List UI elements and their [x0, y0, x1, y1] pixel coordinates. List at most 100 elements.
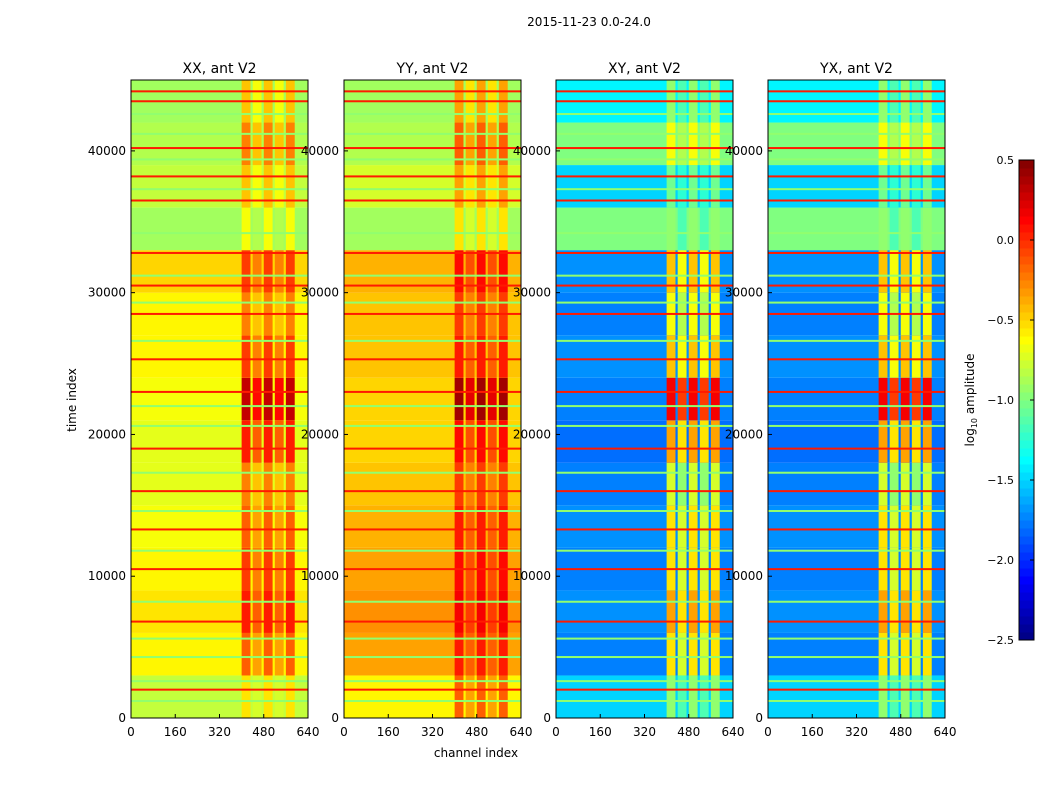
colorbar-segment [1019, 312, 1034, 321]
flag-line-red [556, 312, 733, 315]
flag-line-red [768, 147, 945, 150]
flag-line-red [131, 358, 308, 361]
heatmap-cell-rfi [889, 165, 899, 208]
colorbar-segment [1019, 528, 1034, 537]
heatmap-cell-rfi [922, 335, 932, 378]
colorbar-tick-label: 0.5 [997, 154, 1015, 167]
flag-line-green [131, 471, 308, 474]
colorbar-segment [1019, 336, 1034, 345]
heatmap-cell-rfi [677, 505, 687, 548]
colorbar-segment [1019, 352, 1034, 361]
heatmap-cell-rfi [900, 122, 910, 166]
heatmap-cell-rfi [241, 377, 251, 421]
colorbar-segment [1019, 216, 1034, 225]
flag-line-green [131, 510, 308, 513]
heatmap-cell-rfi [285, 377, 295, 421]
flag-line-green [768, 549, 945, 552]
flag-line-red [556, 528, 733, 531]
heatmap-cell-rfi [498, 462, 508, 506]
heatmap-cell-rfi [476, 505, 486, 548]
heatmap-cell-rfi [900, 420, 910, 463]
flag-line-green [344, 132, 521, 135]
flag-line-green [556, 113, 733, 116]
flag-line-green [344, 510, 521, 513]
heatmap-cell-rfi [666, 505, 676, 548]
heatmap-cell-rfi [454, 590, 464, 633]
heatmap-cell-rfi [498, 632, 508, 676]
flag-line-green [344, 158, 521, 161]
heatmap-cell-rfi [274, 675, 284, 718]
heatmap-cell-rfi [274, 165, 284, 208]
heatmap-cell-rfi [487, 165, 497, 208]
heatmap-cell-rfi [476, 420, 486, 463]
colorbar-segment [1019, 472, 1034, 481]
flag-line-green [556, 132, 733, 135]
colorbar-segment [1019, 488, 1034, 497]
flag-line-green [556, 424, 733, 427]
heatmap-cell-rfi [241, 165, 251, 208]
colorbar-segment [1019, 448, 1034, 457]
colorbar-segment [1019, 192, 1034, 201]
flag-line-red [131, 100, 308, 103]
heatmap-cell-rfi [263, 675, 273, 718]
colorbar-tick-label: 0.0 [997, 234, 1015, 247]
heatmap-cell-rfi [677, 462, 687, 506]
heatmap-cell-rfi [710, 675, 720, 718]
heatmap-cell-rfi [688, 377, 698, 421]
y-axis-label: time index [65, 368, 79, 432]
x-tick-label: 320 [208, 725, 231, 739]
heatmap-cell-rfi [677, 165, 687, 208]
colorbar-segment [1019, 544, 1034, 553]
flag-line-red [768, 358, 945, 361]
heatmap-cell-rfi [487, 462, 497, 506]
heatmap-cell-rfi [911, 590, 921, 633]
colorbar-segment [1019, 224, 1034, 233]
flag-line-green [768, 405, 945, 408]
heatmap-cell-rfi [922, 122, 932, 166]
heatmap-cell-rfi [688, 420, 698, 463]
flag-line-green [344, 301, 521, 304]
heatmap-cell-rfi [688, 335, 698, 378]
x-axis-label: channel index [434, 746, 518, 760]
colorbar-segment [1019, 504, 1034, 513]
heatmap-cell-rfi [666, 675, 676, 718]
heatmap-cell-rfi [465, 420, 475, 463]
y-tick-label: 40000 [88, 144, 126, 158]
heatmap-cell-rfi [699, 632, 709, 676]
heatmap-cell-rfi [263, 335, 273, 378]
heatmap-cell-rfi [911, 675, 921, 718]
flag-line-red [768, 175, 945, 178]
heatmap-cell-rfi [710, 462, 720, 506]
heatmap-cell-rfi [699, 505, 709, 548]
flag-line-green [131, 132, 308, 135]
heatmap-cell-rfi [285, 122, 295, 166]
heatmap-cell-rfi [688, 632, 698, 676]
heatmap-cell-rfi [666, 590, 676, 633]
heatmap-cell-rfi [252, 250, 262, 293]
flag-line-green [556, 510, 733, 513]
heatmap-cell-rfi [465, 505, 475, 548]
heatmap-cell-rfi [666, 207, 676, 251]
heatmap-cell-rfi [677, 420, 687, 463]
colorbar-tick-label: −1.0 [987, 394, 1014, 407]
colorbar-segment [1019, 416, 1034, 425]
flag-line-red [131, 447, 308, 450]
heatmap-cell-rfi [922, 420, 932, 463]
colorbar-segment [1019, 368, 1034, 377]
y-tick-label: 20000 [88, 427, 126, 441]
flag-line-green [131, 405, 308, 408]
flag-line-red [344, 312, 521, 315]
heatmap-cell-rfi [465, 122, 475, 166]
flag-line-red [556, 199, 733, 202]
colorbar-segment [1019, 456, 1034, 465]
heatmap-cell-rfi [922, 250, 932, 293]
flag-line-red [131, 175, 308, 178]
heatmap-cell-rfi [699, 207, 709, 251]
heatmap-cell-rfi [498, 165, 508, 208]
y-tick-label: 40000 [513, 144, 551, 158]
heatmap-cell-rfi [889, 377, 899, 421]
heatmap-cell-rfi [241, 122, 251, 166]
heatmap-cell-rfi [252, 462, 262, 506]
heatmap-cell-rfi [465, 165, 475, 208]
y-tick-label: 30000 [88, 286, 126, 300]
